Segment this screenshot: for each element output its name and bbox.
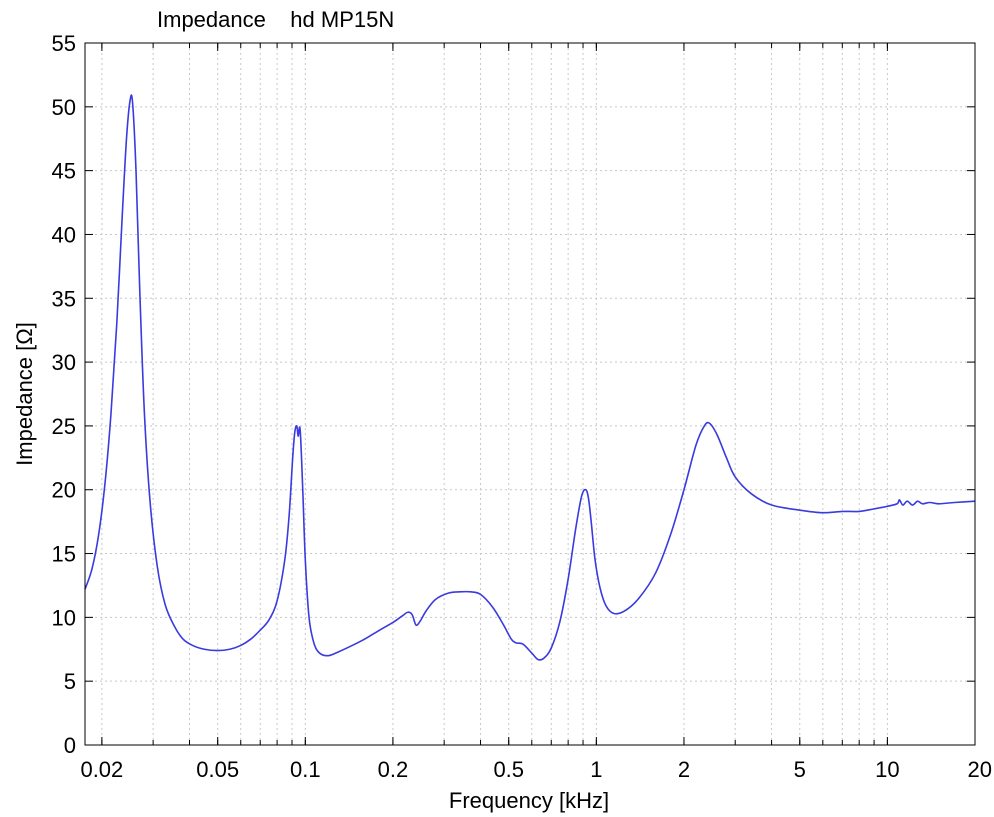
y-tick-label: 15 bbox=[52, 542, 76, 567]
plot-frame bbox=[84, 42, 976, 746]
y-tick-label: 25 bbox=[52, 414, 76, 439]
x-tick-label: 0.02 bbox=[80, 757, 123, 782]
x-tick-label: 1 bbox=[590, 757, 602, 782]
impedance-curve bbox=[84, 94, 976, 661]
x-tick-label: 10 bbox=[875, 757, 899, 782]
x-axis-label: Frequency [kHz] bbox=[449, 788, 609, 813]
y-tick-label: 50 bbox=[52, 95, 76, 120]
y-tick-labels: 0 5 10 15 20 25 30 35 40 45 50 55 bbox=[52, 31, 76, 758]
x-tick-label: 2 bbox=[678, 757, 690, 782]
grid-lines bbox=[85, 43, 975, 745]
x-tick-label: 0.5 bbox=[493, 757, 524, 782]
x-tick-label: 20 bbox=[968, 757, 992, 782]
y-tick-label: 35 bbox=[52, 286, 76, 311]
x-tick-label: 5 bbox=[794, 757, 806, 782]
chart-title: Impedance hd MP15N bbox=[157, 7, 394, 32]
x-tick-label: 0.1 bbox=[290, 757, 321, 782]
y-tick-label: 30 bbox=[52, 350, 76, 375]
y-tick-label: 20 bbox=[52, 478, 76, 503]
tick-marks bbox=[85, 42, 976, 746]
x-tick-labels: 0.02 0.05 0.1 0.2 0.5 1 2 5 10 20 bbox=[80, 757, 992, 782]
y-tick-label: 55 bbox=[52, 31, 76, 56]
y-tick-label: 45 bbox=[52, 159, 76, 184]
y-tick-label: 5 bbox=[64, 669, 76, 694]
y-axis-label: Impedance [Ω] bbox=[12, 322, 37, 466]
y-tick-label: 40 bbox=[52, 222, 76, 247]
x-tick-label: 0.05 bbox=[196, 757, 239, 782]
y-tick-label: 10 bbox=[52, 605, 76, 630]
x-tick-label: 0.2 bbox=[378, 757, 409, 782]
curve-layer bbox=[84, 94, 976, 661]
y-tick-label: 0 bbox=[64, 733, 76, 758]
